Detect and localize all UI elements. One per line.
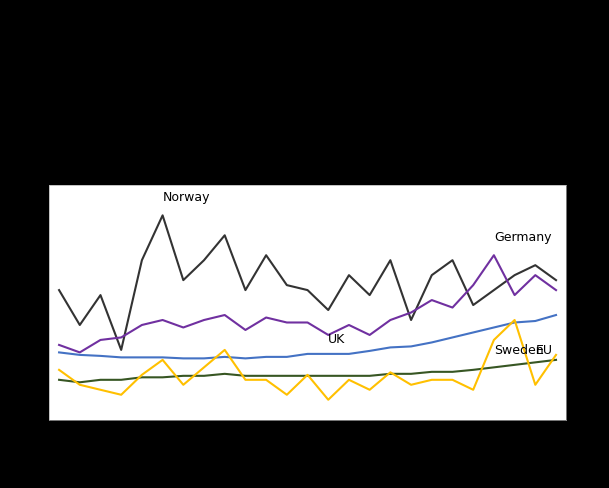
Text: Sweden: Sweden <box>494 345 543 357</box>
Text: Norway: Norway <box>163 191 210 204</box>
Text: UK: UK <box>328 333 345 346</box>
Text: Germany: Germany <box>494 231 551 244</box>
Text: EU: EU <box>535 345 552 357</box>
